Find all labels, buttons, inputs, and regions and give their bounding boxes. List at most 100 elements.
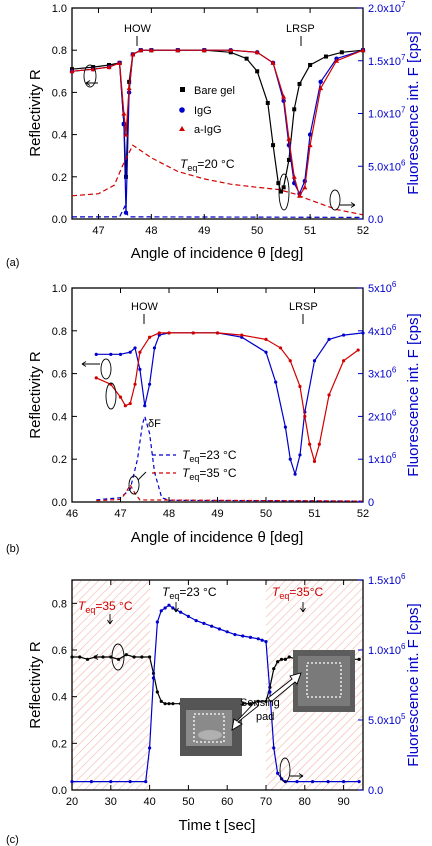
data-point: [118, 395, 123, 399]
sensing-pad-label-1: Sensing: [240, 697, 280, 709]
panel-a: 47 48 49 50 51 520.00.20.40.60.81.00.05.0x106…: [6, 0, 422, 269]
panel-a-oval-left: [83, 64, 97, 88]
x-tick-label: 48: [163, 508, 175, 520]
data-point: [201, 47, 207, 53]
data-point: [361, 331, 365, 335]
panel-c-y2-axis-label: Fluorescence int. F [cps]: [405, 603, 422, 766]
y2-tick-label: 1.0x106: [368, 642, 406, 657]
data-point: [148, 47, 154, 53]
data-point: [159, 609, 163, 613]
data-point: [317, 442, 321, 446]
data-point: [244, 56, 249, 61]
data-point: [124, 653, 128, 657]
panel-c-arrow-f: [290, 773, 304, 779]
data-point: [274, 380, 278, 384]
x-tick-label: 50: [260, 508, 272, 520]
data-point: [283, 657, 287, 661]
legend-label-35c: Teq=35 °C: [182, 466, 237, 482]
panel-c-x-axis-label: Time t [sec]: [179, 817, 256, 834]
data-point: [360, 47, 366, 53]
data-point: [286, 157, 291, 162]
data-point: [70, 780, 74, 784]
legend-label-bare-gel: Bare gel: [194, 85, 235, 97]
panel-c-panel-label: (c): [6, 834, 19, 846]
data-point: [69, 68, 75, 74]
y2-tick-label: 2x106: [368, 408, 397, 423]
data-point: [90, 66, 96, 72]
data-point: [292, 107, 297, 112]
x-tick-label: 30: [105, 796, 117, 808]
x-tick-label: 47: [92, 225, 104, 237]
panel-b-arrow-fluor: [137, 471, 147, 481]
panel-a-frame: [71, 7, 364, 220]
panel-c-frame: [71, 579, 364, 791]
panel-a-legend: Bare gel IgG a-IgG: [179, 85, 235, 136]
x-tick-label: 48: [145, 225, 157, 237]
data-point: [132, 655, 136, 659]
data-point: [138, 367, 142, 371]
legend-label-a-igg: a-IgG: [194, 124, 222, 136]
data-point: [171, 702, 175, 706]
panel-a-lrsp-label: LRSP: [286, 23, 315, 35]
panel-b-ticks: 46 47 48 49 50 51 52 0.0 0.2 0.4 0.6 0.8 1.0 0 1x106 2x…: [52, 280, 397, 520]
data-point: [271, 143, 276, 148]
data-point: [281, 185, 286, 190]
series-line-3: [96, 414, 364, 502]
data-point: [303, 414, 307, 418]
panel-a-how-label: HOW: [124, 23, 152, 35]
panel-b-x-axis-label: Angle of incidence θ [deg]: [131, 529, 304, 546]
data-point: [264, 640, 268, 644]
panel-a-oval-dip: [278, 173, 290, 211]
data-point: [215, 331, 220, 335]
data-point: [326, 780, 330, 784]
data-point: [163, 702, 167, 706]
data-point: [121, 111, 127, 116]
data-point: [128, 350, 132, 354]
data-point: [128, 780, 132, 784]
data-point: [159, 699, 163, 703]
x-tick-label: 50: [182, 796, 194, 808]
y-tick-label: 0.4: [52, 130, 67, 142]
data-point: [308, 62, 313, 67]
data-point: [318, 79, 323, 85]
y-tick-label: 0.0: [52, 214, 67, 226]
y2-tick-label: 0.0: [368, 785, 383, 797]
data-point: [279, 657, 284, 661]
data-point: [260, 638, 264, 642]
x-tick-label: 50: [251, 225, 263, 237]
data-point: [248, 702, 253, 706]
series-line-3: [71, 49, 364, 198]
data-point: [143, 404, 147, 408]
data-point: [310, 780, 315, 784]
data-point: [123, 132, 129, 137]
panel-a-plot: [69, 47, 366, 218]
panel-b-y2-axis-label: Fluorescence int. F [cps]: [405, 313, 422, 476]
panel-b: 46 47 48 49 50 51 52 0.0 0.2 0.4 0.6 0.8 1.0 0 1x106 2x…: [6, 280, 422, 555]
panel-a-arrow-right: [340, 202, 356, 208]
sensing-pad-image-2: [293, 650, 355, 712]
x-tick-label: 70: [260, 796, 272, 808]
y-tick-label: 0.2: [52, 454, 67, 466]
data-point: [308, 442, 312, 446]
data-point: [312, 459, 317, 463]
data-point: [264, 337, 268, 341]
x-tick-label: 51: [304, 225, 316, 237]
data-point: [109, 352, 113, 356]
data-point: [127, 79, 132, 84]
data-point: [276, 660, 280, 664]
sensing-pad-arrow-2: [267, 672, 302, 703]
y-tick-label: 0.6: [52, 87, 67, 99]
panel-a-x-axis-label: Angle of incidence θ [deg]: [131, 245, 304, 262]
data-point: [278, 346, 283, 350]
y-tick-label: 0.6: [52, 369, 67, 381]
y2-tick-label: 5.0x106: [368, 158, 406, 173]
panel-c-y-axis-label: Reflectivity R: [27, 641, 44, 729]
y-tick-label: 0.8: [52, 598, 67, 610]
data-point: [123, 404, 127, 408]
data-point: [94, 352, 98, 356]
data-point: [70, 655, 74, 659]
panel-a-arrow-left: [85, 80, 98, 86]
panel-c: 20 30 40 50 60 70 80 90 0.0 0.2 0.4 0.6 0.8 0.0 5.0x10…: [6, 572, 422, 846]
data-point: [287, 655, 291, 659]
data-point: [298, 384, 302, 389]
